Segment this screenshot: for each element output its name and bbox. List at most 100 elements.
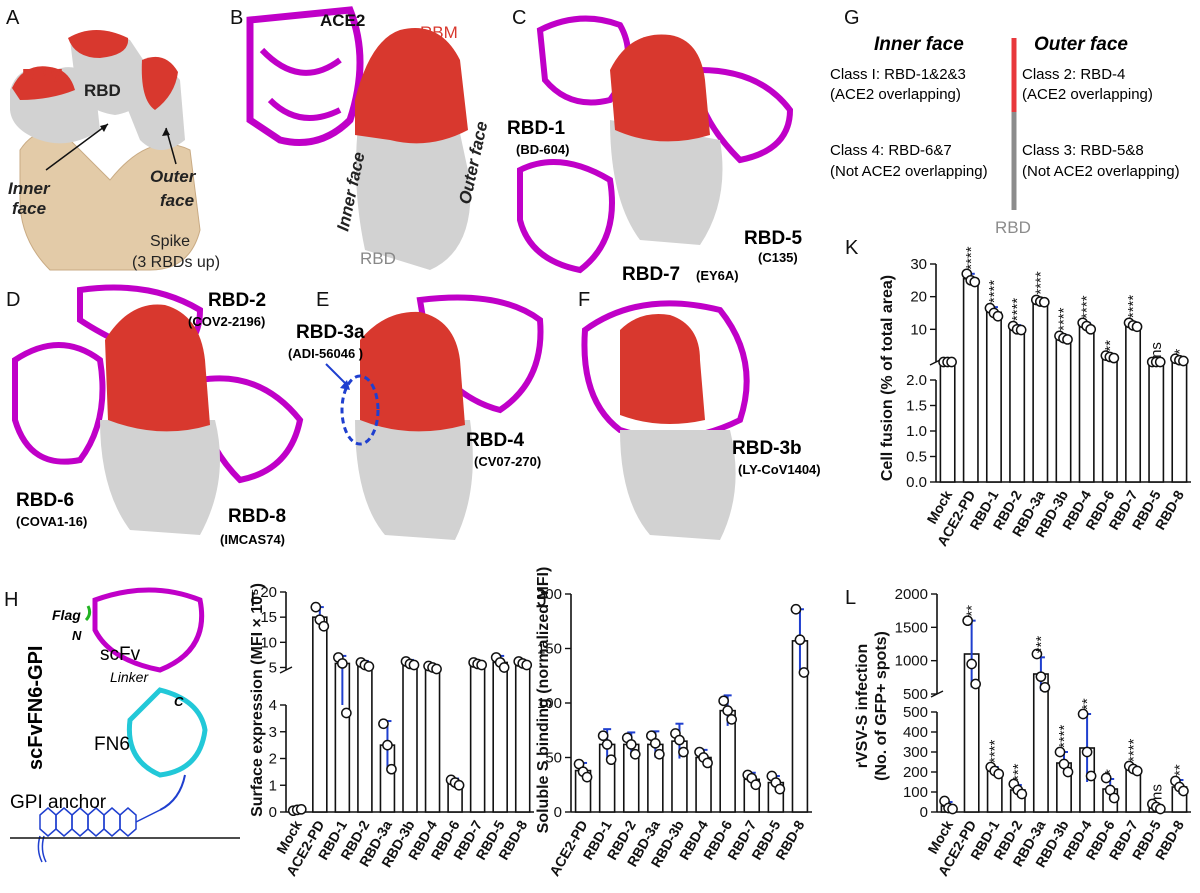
- chart-l-point-ace2-pd-2: [970, 678, 981, 690]
- chart-j-point-rbd-6-1: [722, 705, 734, 716]
- chart-i-point-rbd-3a-0: [378, 718, 389, 730]
- panel-letter-h: H: [4, 589, 18, 611]
- label-class2: Class 2: RBD-4: [1022, 66, 1125, 83]
- chart-l-sig-rbd-8: **: [1171, 764, 1188, 776]
- chart-k-point-ace2-pd-2: [969, 276, 981, 288]
- chart-i-tick-label-1-0: 5: [269, 659, 277, 676]
- chart-i-point-rbd-7-2: [476, 659, 487, 671]
- chart-i-tick-label-0-0: 0: [269, 804, 277, 821]
- rbm-surface-b: [355, 28, 468, 144]
- arrowhead-outer: [162, 128, 170, 136]
- chart-i-point-rbd-5-2: [498, 662, 510, 673]
- gpi-lipid-tails: [37, 835, 47, 863]
- label-rbd7-ab-c: (EY6A): [696, 268, 739, 283]
- label-rbd3a-ab-e: (ADI-56046 ): [288, 346, 363, 361]
- label-fn6-h: FN6: [94, 734, 130, 755]
- chart-l-point-rbd-1-2: [993, 768, 1005, 780]
- chart-k-tick-label-0-4: 2.0: [906, 372, 927, 389]
- chart-k-point-rbd-3a-2: [1038, 296, 1050, 308]
- chart-i-point-rbd-2-2: [363, 661, 375, 672]
- chart-l-point-rbd-3a-2: [1039, 681, 1051, 693]
- panel-letter-c: C: [512, 7, 526, 29]
- chart-l-point-ace2-pd-1: [966, 658, 977, 670]
- chart-j-point-rbd-4-2: [702, 757, 713, 769]
- label-outer-face-a-line2: face: [160, 191, 194, 210]
- label-class4: Class 4: RBD-6&7: [830, 142, 952, 159]
- chart-k-sig-rbd-1: ****: [986, 280, 1003, 304]
- chart-i-tick-label-1-3: 20: [260, 584, 277, 601]
- chart-k-tick-label-1-1: 20: [910, 289, 927, 306]
- chart-l-tick-label-0-1: 100: [903, 784, 928, 801]
- gpi-anchor-rings: [37, 807, 161, 863]
- panel-letter-g: G: [844, 7, 860, 29]
- label-construct-h: scFvFN6-GPI: [25, 646, 47, 770]
- chart-j-tick-label-0-0: 0: [554, 804, 562, 821]
- chart-l-tick-label-1-1: 1000: [895, 653, 928, 670]
- chart-l-tick-label-0-2: 200: [903, 764, 928, 781]
- chart-j-point-rbd-6-0: [718, 695, 730, 707]
- rbm-surface-d: [105, 304, 210, 432]
- label-outer-title-g: Outer face: [1034, 34, 1128, 55]
- label-rbd6-d: RBD-6: [16, 490, 74, 511]
- chart-i-point-rbd-1-1: [337, 658, 348, 669]
- chart-j-point-rbd-3b-1: [674, 734, 685, 746]
- chart-k-point-rbd-4-2: [1085, 323, 1097, 335]
- gpi-ring-6: [119, 807, 137, 837]
- label-spike-a-line1: Spike: [150, 233, 190, 250]
- chart-l-sig-rbd-7: ****: [1125, 738, 1142, 762]
- chart-l-sig-ace2-pd: **: [964, 605, 981, 617]
- chart-j-tick-label-0-2: 100: [537, 695, 562, 712]
- chart-k-point-rbd-1-2: [992, 310, 1004, 322]
- chart-j-point-rbd-8-1: [794, 634, 806, 646]
- chart-k-tick-label-1-0: 10: [910, 321, 927, 338]
- rbd-surface-d: [100, 420, 220, 535]
- chart-i-axis-break-1: [279, 666, 293, 674]
- label-class3-sub: (Not ACE2 overlapping): [1022, 163, 1180, 180]
- rbm-surface-f: [620, 314, 705, 424]
- chart-l-sig-rbd-6: *: [1102, 769, 1119, 775]
- label-inner-face-a-line1: Inner: [8, 179, 51, 198]
- label-rbd5-c: RBD-5: [744, 228, 802, 249]
- flag-tag: [84, 605, 92, 622]
- panel-g-classes: Inner face Outer face Class I: RBD-1&2&3…: [830, 34, 1180, 237]
- label-spike-a: Spike (3 RBDs up): [132, 233, 220, 271]
- chart-k-sig-rbd-8: *: [1171, 349, 1188, 355]
- chart-l-tick-label-0-3: 300: [903, 744, 928, 761]
- label-inner-title-g: Inner face: [874, 34, 964, 55]
- panel-letter-j: J: [537, 589, 547, 611]
- chart-j-point-rbd-8-2: [798, 667, 810, 678]
- label-inner-face-a-line2: face: [12, 199, 46, 218]
- chart-k-sig-ace2-pd: ****: [963, 246, 980, 270]
- chart-k-bar-rbd-7: [1125, 324, 1142, 483]
- chart-k-sig-rbd-2: ****: [1009, 298, 1026, 322]
- chart-i-point-ace2-pd-0: [310, 601, 322, 613]
- chart-l-sig-rbd-2: ***: [1010, 763, 1027, 781]
- label-rbd3a-e: RBD-3a: [296, 322, 365, 343]
- rbm-surface-c: [610, 34, 710, 142]
- panel-a-structure: RBM RBD Inner face Outer face Spike (3 RBDs…: [8, 30, 220, 271]
- chart-i-tick-label-0-3: 3: [269, 724, 277, 741]
- chart-k-sig-rbd-4: ****: [1079, 295, 1096, 319]
- chart-i-point-rbd-3b-2: [408, 659, 420, 671]
- label-rbd3b-ab-f: (LY-CoV1404): [738, 462, 821, 477]
- chart-l-rvsv-infection: 0100200300400500500100015002000Mock**ACE…: [854, 586, 1191, 879]
- chart-k-sig-rbd-6: **: [1102, 340, 1119, 352]
- chart-i-tick-label-1-2: 15: [260, 609, 277, 626]
- chart-i-point-rbd-6-2: [453, 779, 465, 791]
- antibody-rbd5-ribbon: [697, 66, 794, 164]
- gpi-ring-5: [103, 807, 121, 837]
- arrow-rbd3a: [325, 363, 349, 387]
- label-rbd4-ab-e: (CV07-270): [474, 454, 541, 469]
- label-outer-face-a: Outer face: [150, 167, 197, 210]
- rbm-surface-e: [360, 311, 465, 432]
- chart-i-tick-label-0-1: 1: [269, 777, 277, 794]
- chart-k-bar-rbd-6: [1101, 356, 1118, 483]
- chart-j-tick-label-0-1: 50: [545, 750, 562, 767]
- chart-i-point-rbd-1-2: [341, 707, 352, 719]
- chart-j-point-rbd-2-2: [629, 748, 641, 760]
- chart-j-point-ace2-pd-2: [581, 771, 593, 783]
- chart-l-tick-label-0-0: 0: [920, 804, 928, 821]
- chart-j-point-rbd-1-0: [597, 730, 609, 742]
- label-class1: Class I: RBD-1&2&3: [830, 66, 966, 83]
